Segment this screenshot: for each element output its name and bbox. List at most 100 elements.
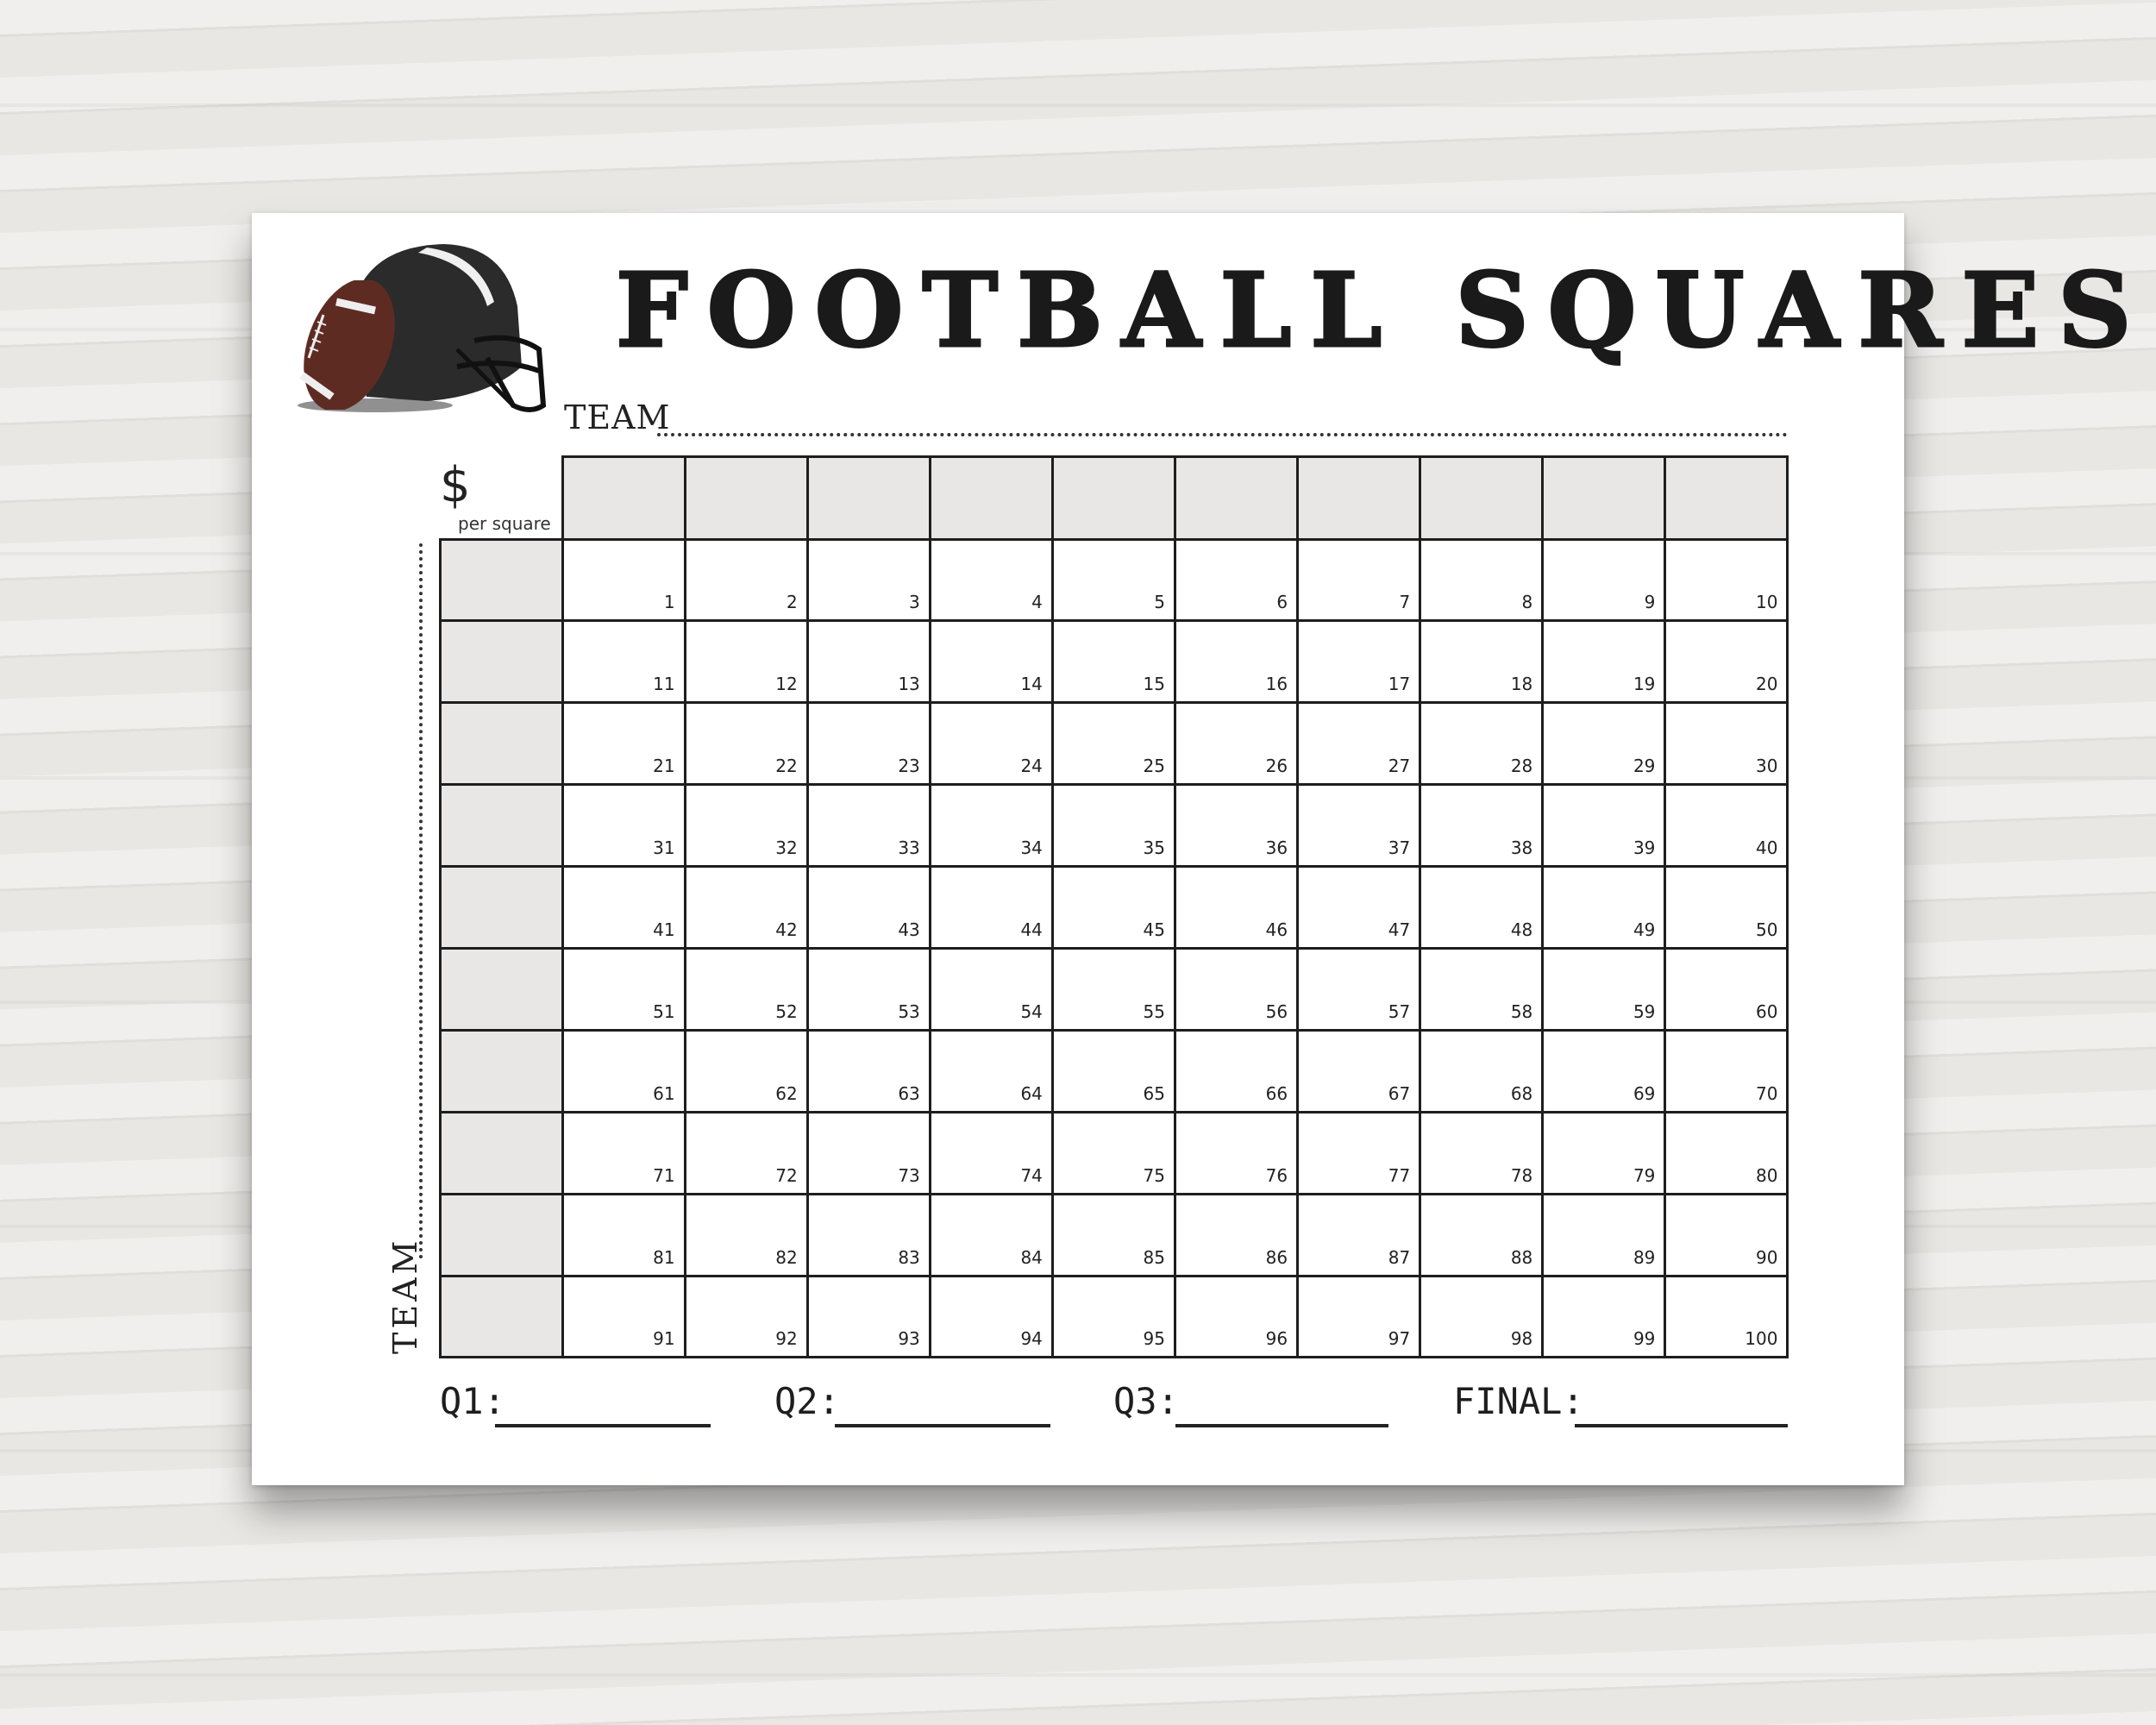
square-cell[interactable]: 64 [928, 1028, 1054, 1113]
square-cell[interactable]: 1 [561, 537, 686, 623]
square-cell[interactable]: 4 [928, 537, 1054, 623]
square-cell[interactable]: 54 [928, 947, 1054, 1032]
square-cell[interactable]: 76 [1174, 1110, 1300, 1195]
square-cell[interactable]: 56 [1174, 947, 1300, 1032]
square-cell[interactable]: 30 [1664, 701, 1789, 787]
row-score-cell[interactable] [438, 537, 564, 623]
square-cell[interactable]: 43 [805, 865, 931, 950]
square-cell[interactable]: 34 [928, 783, 1054, 869]
square-cell[interactable]: 68 [1419, 1028, 1545, 1113]
row-score-cell[interactable] [438, 1110, 564, 1195]
column-score-cell[interactable] [1174, 455, 1300, 541]
square-cell[interactable]: 52 [683, 947, 809, 1032]
top-team-name-field[interactable] [657, 433, 1788, 436]
square-cell[interactable]: 70 [1664, 1028, 1789, 1113]
square-cell[interactable]: 13 [805, 619, 931, 705]
square-cell[interactable]: 42 [683, 865, 809, 950]
square-cell[interactable]: 51 [561, 947, 686, 1032]
square-cell[interactable]: 85 [1050, 1192, 1176, 1277]
square-cell[interactable]: 7 [1296, 537, 1422, 623]
square-cell[interactable]: 27 [1296, 701, 1422, 787]
square-cell[interactable]: 6 [1174, 537, 1300, 623]
square-cell[interactable]: 2 [683, 537, 809, 623]
square-cell[interactable]: 97 [1296, 1274, 1422, 1359]
q3-score-field[interactable] [1175, 1424, 1388, 1427]
square-cell[interactable]: 99 [1541, 1274, 1667, 1359]
square-cell[interactable]: 33 [805, 783, 931, 869]
square-cell[interactable]: 18 [1419, 619, 1545, 705]
square-cell[interactable]: 41 [561, 865, 686, 950]
square-cell[interactable]: 55 [1050, 947, 1176, 1032]
square-cell[interactable]: 19 [1541, 619, 1667, 705]
square-cell[interactable]: 16 [1174, 619, 1300, 705]
square-cell[interactable]: 61 [561, 1028, 686, 1113]
row-score-cell[interactable] [438, 865, 564, 950]
square-cell[interactable]: 59 [1541, 947, 1667, 1032]
square-cell[interactable]: 78 [1419, 1110, 1545, 1195]
square-cell[interactable]: 87 [1296, 1192, 1422, 1277]
square-cell[interactable]: 84 [928, 1192, 1054, 1277]
column-score-cell[interactable] [683, 455, 809, 541]
square-cell[interactable]: 98 [1419, 1274, 1545, 1359]
square-cell[interactable]: 17 [1296, 619, 1422, 705]
square-cell[interactable]: 63 [805, 1028, 931, 1113]
square-cell[interactable]: 48 [1419, 865, 1545, 950]
column-score-cell[interactable] [928, 455, 1054, 541]
square-cell[interactable]: 36 [1174, 783, 1300, 869]
square-cell[interactable]: 79 [1541, 1110, 1667, 1195]
square-cell[interactable]: 67 [1296, 1028, 1422, 1113]
final-score-field[interactable] [1575, 1424, 1788, 1427]
square-cell[interactable]: 3 [805, 537, 931, 623]
square-cell[interactable]: 94 [928, 1274, 1054, 1359]
side-team-name-field[interactable] [419, 543, 423, 1259]
square-cell[interactable]: 95 [1050, 1274, 1176, 1359]
square-cell[interactable]: 14 [928, 619, 1054, 705]
row-score-cell[interactable] [438, 1028, 564, 1113]
row-score-cell[interactable] [438, 783, 564, 869]
square-cell[interactable]: 40 [1664, 783, 1789, 869]
square-cell[interactable]: 65 [1050, 1028, 1176, 1113]
square-cell[interactable]: 47 [1296, 865, 1422, 950]
square-cell[interactable]: 38 [1419, 783, 1545, 869]
row-score-cell[interactable] [438, 1192, 564, 1277]
square-cell[interactable]: 58 [1419, 947, 1545, 1032]
square-cell[interactable]: 46 [1174, 865, 1300, 950]
square-cell[interactable]: 91 [561, 1274, 686, 1359]
column-score-cell[interactable] [1050, 455, 1176, 541]
square-cell[interactable]: 92 [683, 1274, 809, 1359]
column-score-cell[interactable] [1296, 455, 1422, 541]
square-cell[interactable]: 57 [1296, 947, 1422, 1032]
square-cell[interactable]: 93 [805, 1274, 931, 1359]
square-cell[interactable]: 24 [928, 701, 1054, 787]
square-cell[interactable]: 45 [1050, 865, 1176, 950]
q2-score-field[interactable] [835, 1424, 1050, 1427]
column-score-cell[interactable] [1419, 455, 1545, 541]
square-cell[interactable]: 44 [928, 865, 1054, 950]
square-cell[interactable]: 90 [1664, 1192, 1789, 1277]
square-cell[interactable]: 77 [1296, 1110, 1422, 1195]
square-cell[interactable]: 50 [1664, 865, 1789, 950]
square-cell[interactable]: 28 [1419, 701, 1545, 787]
square-cell[interactable]: 83 [805, 1192, 931, 1277]
square-cell[interactable]: 53 [805, 947, 931, 1032]
square-cell[interactable]: 21 [561, 701, 686, 787]
column-score-cell[interactable] [561, 455, 686, 541]
square-cell[interactable]: 22 [683, 701, 809, 787]
square-cell[interactable]: 71 [561, 1110, 686, 1195]
square-cell[interactable]: 39 [1541, 783, 1667, 869]
square-cell[interactable]: 66 [1174, 1028, 1300, 1113]
square-cell[interactable]: 69 [1541, 1028, 1667, 1113]
square-cell[interactable]: 31 [561, 783, 686, 869]
row-score-cell[interactable] [438, 619, 564, 705]
column-score-cell[interactable] [1664, 455, 1789, 541]
square-cell[interactable]: 73 [805, 1110, 931, 1195]
square-cell[interactable]: 82 [683, 1192, 809, 1277]
square-cell[interactable]: 9 [1541, 537, 1667, 623]
square-cell[interactable]: 81 [561, 1192, 686, 1277]
square-cell[interactable]: 100 [1664, 1274, 1789, 1359]
square-cell[interactable]: 29 [1541, 701, 1667, 787]
square-cell[interactable]: 74 [928, 1110, 1054, 1195]
square-cell[interactable]: 80 [1664, 1110, 1789, 1195]
square-cell[interactable]: 5 [1050, 537, 1176, 623]
square-cell[interactable]: 15 [1050, 619, 1176, 705]
